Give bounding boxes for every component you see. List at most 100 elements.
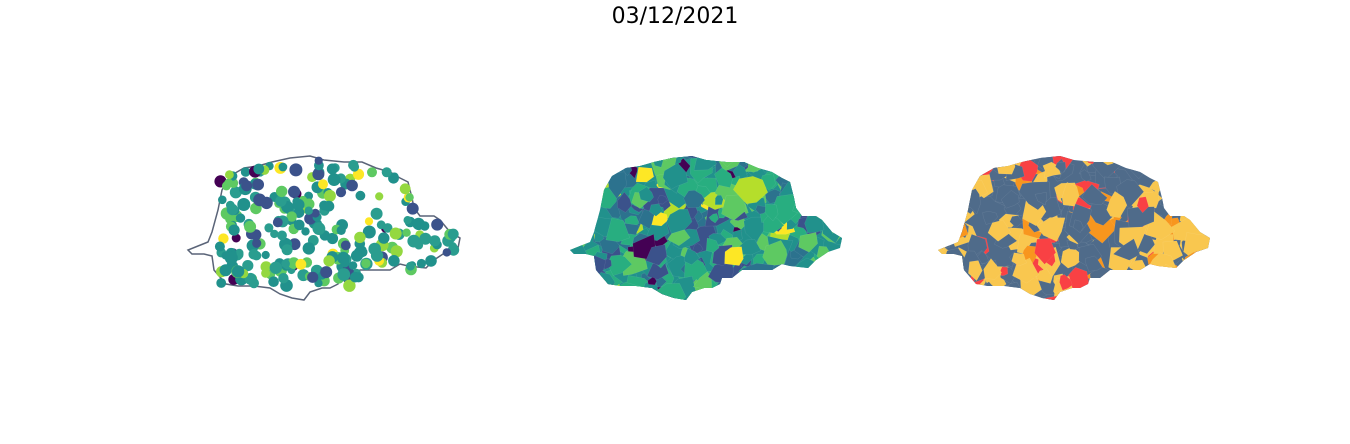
station-point <box>307 271 319 283</box>
municipality-patch <box>683 190 706 208</box>
municipality-patch <box>1011 252 1027 267</box>
station-point <box>286 211 297 222</box>
municipality-patch <box>587 187 600 197</box>
municipality-patch <box>1186 301 1200 315</box>
municipality-patch <box>1151 289 1179 300</box>
municipality-patch <box>938 156 960 164</box>
municipality-patch <box>794 277 805 286</box>
station-point <box>354 231 366 244</box>
station-point <box>253 163 265 175</box>
municipality-patch <box>1155 156 1171 165</box>
municipality-patch <box>573 156 584 161</box>
municipality-patch <box>987 219 1012 242</box>
municipality-patch <box>1194 181 1207 196</box>
municipality-patch <box>946 210 963 231</box>
municipality-patch <box>664 302 681 316</box>
municipality-patch <box>636 289 663 300</box>
station-point <box>248 249 260 260</box>
station-point <box>388 172 399 184</box>
station-point <box>219 264 232 277</box>
station-point <box>352 168 365 180</box>
municipality-patch <box>1161 189 1173 200</box>
municipality-patch <box>570 215 586 240</box>
station-point <box>312 168 325 181</box>
municipality-patch <box>638 186 654 203</box>
municipality-patch <box>999 266 1009 276</box>
municipality-patch <box>585 196 598 207</box>
municipality-patch <box>582 190 601 211</box>
municipality-patch <box>797 199 822 216</box>
municipality-patch <box>1199 180 1210 199</box>
municipality-patch <box>1145 282 1162 300</box>
municipality-patch <box>739 239 762 256</box>
municipality-patch <box>938 258 961 285</box>
municipality-patch <box>938 261 956 290</box>
municipality-patch <box>828 170 842 183</box>
municipality-patch <box>788 297 806 300</box>
municipality-patch <box>1034 191 1047 206</box>
municipality-patch <box>570 273 586 300</box>
municipality-patch <box>940 201 964 220</box>
municipality-patch <box>763 214 785 234</box>
municipality-patch <box>605 217 631 242</box>
station-point <box>425 255 437 267</box>
municipality-patch <box>708 213 719 224</box>
municipality-patch <box>790 156 810 172</box>
municipality-patch <box>1185 166 1205 179</box>
municipality-patch <box>828 277 842 289</box>
municipality-patch <box>1190 156 1210 169</box>
municipality-patch <box>570 212 585 241</box>
municipality-patch <box>662 162 689 190</box>
municipality-patch <box>744 270 765 288</box>
station-point <box>390 245 403 258</box>
station-point <box>375 192 384 201</box>
station-point <box>241 180 253 192</box>
station-point <box>318 179 328 190</box>
municipality-patch <box>953 156 978 165</box>
municipality-patch <box>1140 291 1154 300</box>
municipality-patch <box>959 281 983 300</box>
station-point <box>252 178 264 191</box>
station-point <box>399 183 411 195</box>
municipality-patch <box>1181 158 1210 186</box>
municipality-patch <box>645 244 668 266</box>
station-point <box>269 261 282 274</box>
municipality-patch <box>1036 217 1066 242</box>
municipality-patch <box>570 234 578 247</box>
municipality-patch <box>823 259 841 274</box>
municipality-patch <box>612 301 630 320</box>
municipality-patch <box>753 296 764 300</box>
station-point <box>281 244 293 256</box>
station-point <box>449 242 457 251</box>
municipality-patch <box>659 295 675 300</box>
station-point <box>429 235 441 247</box>
municipality-patch <box>809 197 820 208</box>
municipality-patch <box>649 203 663 217</box>
municipality-patch <box>1111 272 1133 294</box>
municipality-patch <box>656 298 667 300</box>
station-point <box>346 179 358 192</box>
municipality-patch <box>719 284 734 300</box>
municipality-patch <box>787 156 805 172</box>
station-point <box>336 225 346 235</box>
municipality-patch <box>1069 296 1082 300</box>
municipality-patch <box>570 185 588 212</box>
station-point <box>320 266 333 279</box>
municipality-patch <box>1192 251 1210 271</box>
municipality-patch <box>779 156 808 184</box>
municipality-patch <box>1153 277 1173 296</box>
station-point <box>420 221 430 231</box>
municipality-patch <box>604 156 624 168</box>
station-point <box>226 203 239 216</box>
municipality-patch <box>578 293 610 300</box>
municipality-patch <box>666 208 693 234</box>
municipality-patch <box>1175 176 1197 199</box>
station-point <box>281 259 290 269</box>
station-point <box>348 261 358 270</box>
municipality-patch <box>805 279 822 295</box>
municipality-patch <box>938 192 951 211</box>
municipality-patch <box>581 156 608 178</box>
municipality-patch <box>570 183 578 211</box>
panel-choropleth <box>570 156 842 320</box>
